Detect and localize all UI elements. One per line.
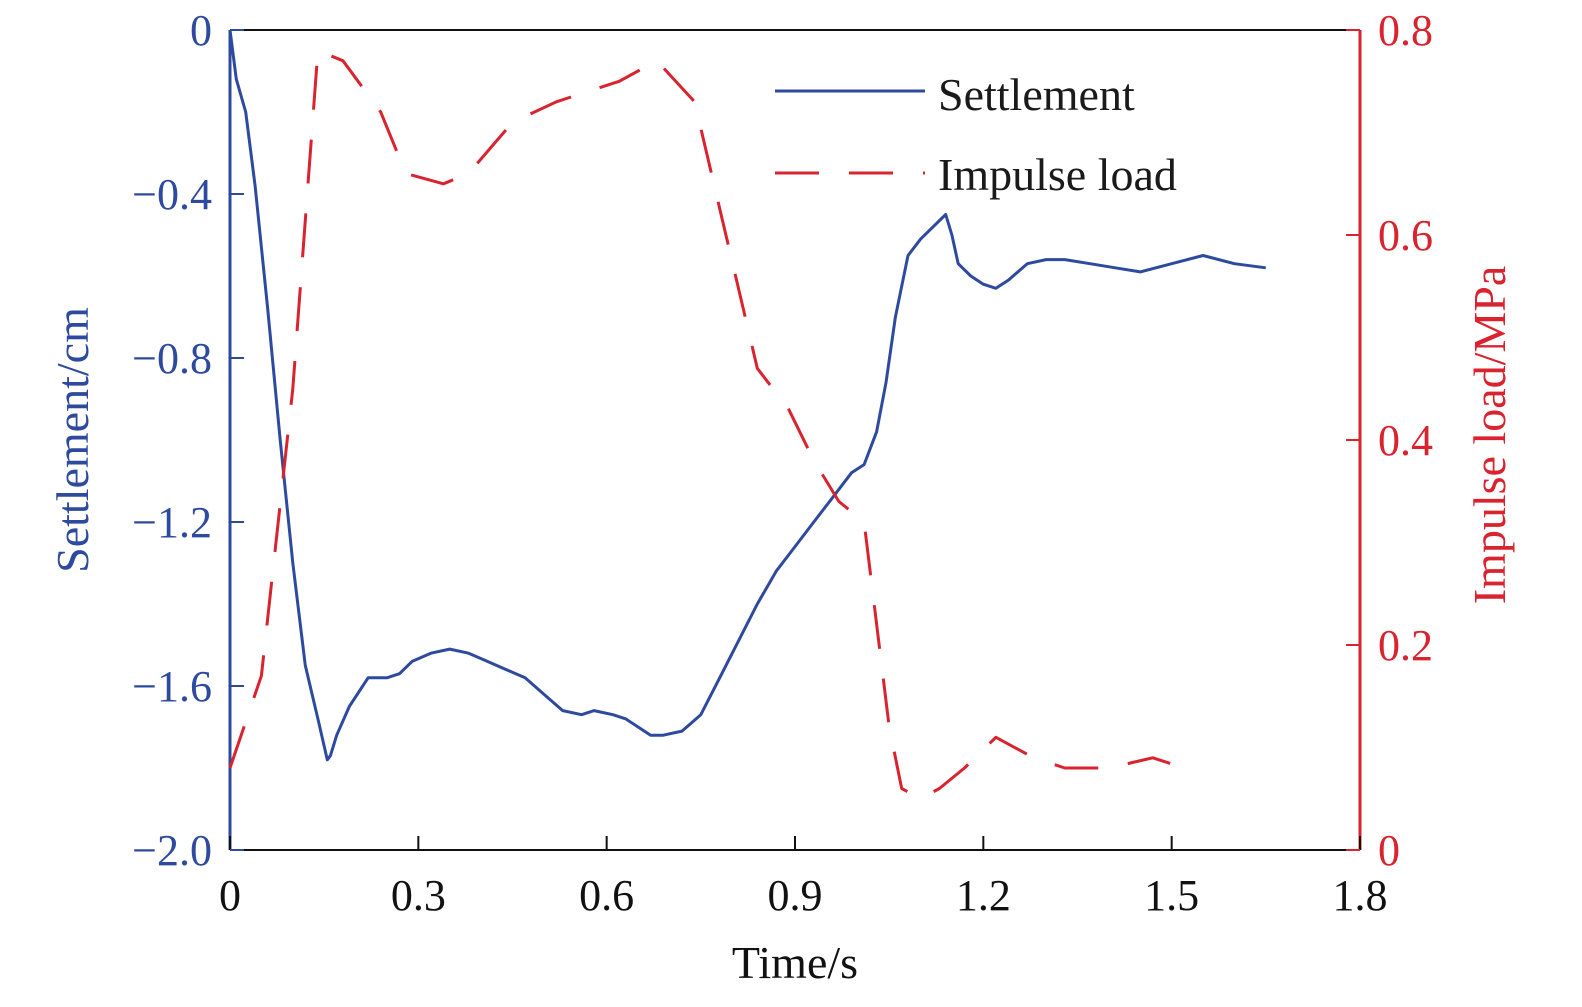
settlement-line: [228, 29, 1266, 762]
y-left-tick-label: 0: [190, 6, 212, 55]
x-tick-label: 1.8: [1333, 871, 1388, 920]
legend-settlement-label: Settlement: [938, 69, 1135, 120]
plot-frame: [228, 29, 1362, 851]
y-left-tick-label: −0.8: [132, 334, 212, 383]
axis-ticks: 0 0.3 0.6 0.9 1.2 1.5 1.80−0.4−0.8−1.2−1.6−2.0…: [132, 6, 1433, 920]
series-layer: [228, 29, 1266, 801]
legend: Settlement Impulse load: [775, 69, 1177, 200]
x-tick-label: 1.2: [956, 871, 1011, 920]
x-axis-title: Time/s: [732, 937, 858, 988]
y-left-tick-label: −1.6: [132, 662, 212, 711]
right-y-axis-title: Impulse load/MPa: [1464, 266, 1515, 605]
impulse-load-line: [228, 49, 1185, 801]
y-left-tick-label: −0.4: [132, 170, 212, 219]
legend-impulse-label: Impulse load: [938, 149, 1177, 200]
left-y-axis-title: Settlement/cm: [47, 307, 98, 573]
x-tick-label: 1.5: [1144, 871, 1199, 920]
y-right-tick-label: 0: [1378, 826, 1400, 875]
x-tick-label: 0.9: [768, 871, 823, 920]
x-tick-label: 0.6: [579, 871, 634, 920]
y-right-tick-label: 0.8: [1378, 6, 1433, 55]
y-right-tick-label: 0.4: [1378, 416, 1433, 465]
y-left-tick-label: −1.2: [132, 498, 212, 547]
x-tick-label: 0: [219, 871, 241, 920]
y-right-tick-label: 0.2: [1378, 621, 1433, 670]
x-tick-label: 0.3: [391, 871, 446, 920]
y-right-tick-label: 0.6: [1378, 211, 1433, 260]
y-left-tick-label: −2.0: [132, 826, 212, 875]
